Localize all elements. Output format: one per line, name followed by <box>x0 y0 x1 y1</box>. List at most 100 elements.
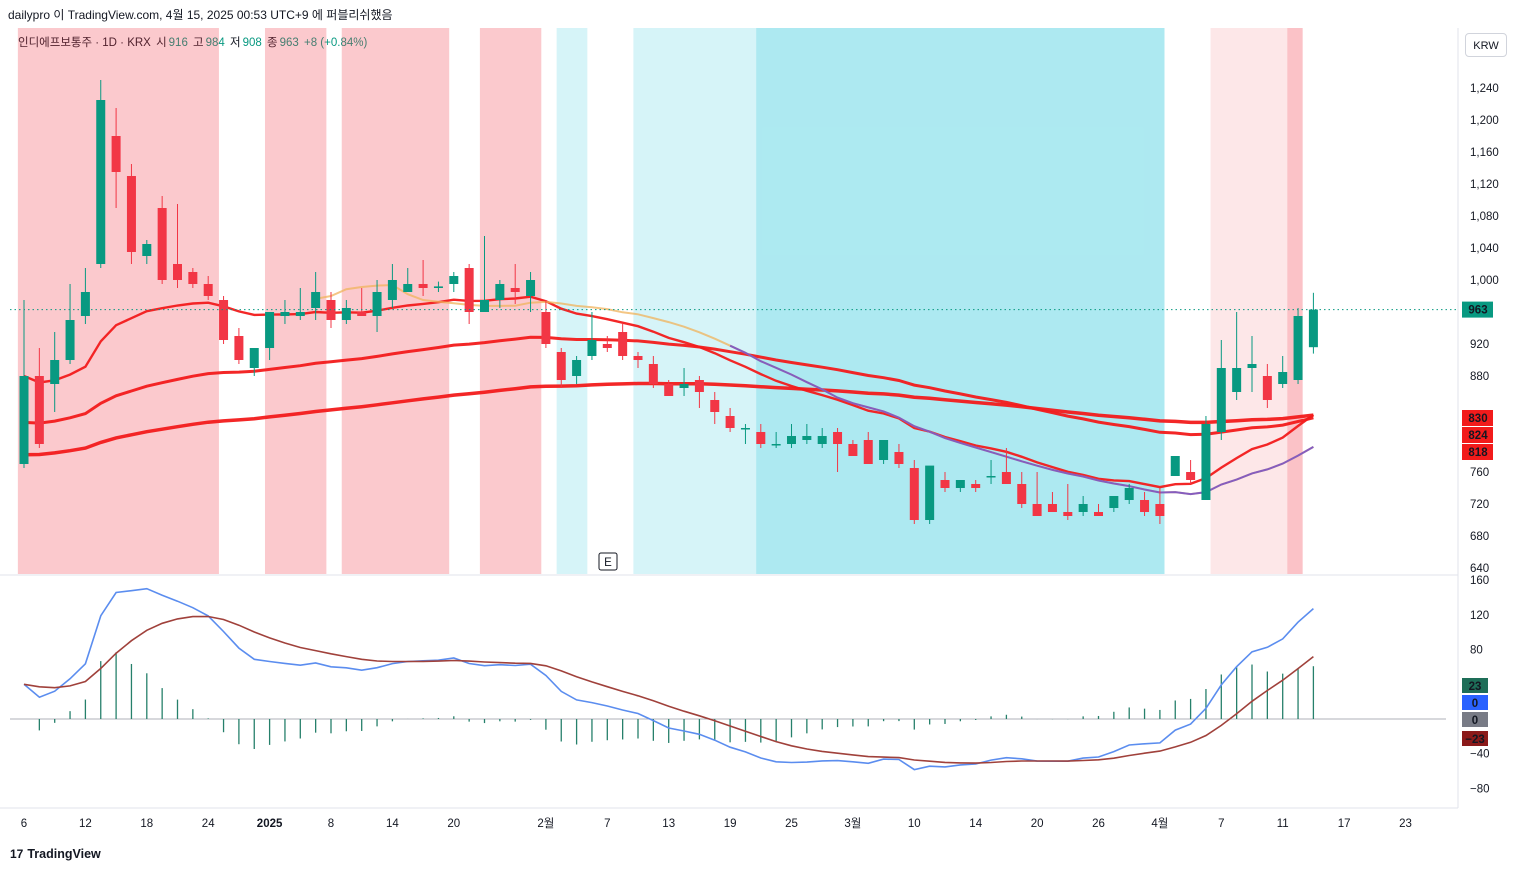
macd-zero-badge-bg <box>1462 712 1488 727</box>
candle <box>495 280 505 308</box>
candle <box>909 460 919 524</box>
candle-body <box>1278 372 1288 384</box>
ma-badge-2-bg <box>1462 427 1493 443</box>
candle <box>925 465 935 524</box>
candle <box>556 348 566 388</box>
candle-body <box>1216 368 1226 432</box>
time-tick-label: 8 <box>328 818 334 830</box>
candle <box>848 440 858 456</box>
candles <box>19 80 1318 524</box>
candle-body <box>1170 456 1180 476</box>
price-tick-label: 1,120 <box>1470 179 1499 191</box>
candle-body <box>219 300 229 340</box>
open-label: 시 <box>156 37 167 49</box>
time-tick-label: 19 <box>724 818 737 830</box>
time-tick-label: 14 <box>969 818 982 830</box>
time-tick-label: 7 <box>604 818 610 830</box>
candle <box>142 240 152 264</box>
candle <box>879 440 889 464</box>
candle <box>464 264 474 324</box>
macd-pane: 160 120 80 −40 −80 23 0 0 −23 <box>10 575 1490 795</box>
candle-body <box>249 348 259 368</box>
candle <box>587 312 597 360</box>
time-tick-label: 2월 <box>537 817 554 830</box>
macd-zero-badge: 0 <box>1462 712 1488 727</box>
time-tick-label: 20 <box>447 818 460 830</box>
candle-body <box>817 436 827 444</box>
macd-line-badge-text: 0 <box>1472 698 1478 710</box>
macd-tick-label: 160 <box>1470 575 1489 587</box>
candle-body <box>1262 376 1272 400</box>
candle-body <box>955 480 965 488</box>
candle-body <box>694 380 704 392</box>
candle-body <box>756 432 766 444</box>
event-marker-box <box>598 552 618 571</box>
price-tick-label: 1,200 <box>1470 115 1499 127</box>
candle <box>403 268 413 292</box>
candle-body <box>403 284 413 292</box>
tradingview-logo[interactable]: 17 TradingView <box>10 847 101 861</box>
tradingview-logo-text: TradingView <box>27 847 101 861</box>
publish-caption: dailypro 이 TradingView.com, 4월 15, 2025 … <box>8 8 393 22</box>
candle-body <box>341 308 351 320</box>
candle <box>618 324 628 360</box>
candle-body <box>372 292 382 316</box>
price-tick-label: 920 <box>1470 339 1489 351</box>
change-value: +8 (+0.84%) <box>304 37 368 49</box>
ma-line-2 <box>23 335 1314 437</box>
symbol-name[interactable]: 인디에프보통주 · 1D · KRX <box>18 37 151 49</box>
low-label: 저 <box>230 37 241 49</box>
candle <box>1094 504 1103 516</box>
low-value: 908 <box>242 37 262 49</box>
ma-badge-1-bg <box>1462 410 1493 426</box>
candle <box>1017 472 1027 508</box>
candle-body <box>495 284 505 300</box>
candle-body <box>1094 512 1103 516</box>
price-tick-label: 1,080 <box>1470 211 1499 223</box>
candle-body <box>633 356 643 360</box>
candle-body <box>986 476 996 478</box>
ma-line-5 <box>729 344 1314 496</box>
candle <box>234 328 244 364</box>
time-tick-label: 2025 <box>257 818 283 830</box>
candle <box>1216 340 1226 440</box>
candle <box>740 424 750 444</box>
candle-body <box>96 100 106 264</box>
earnings-event-marker[interactable]: E <box>598 552 618 571</box>
time-tick-label: 13 <box>662 818 675 830</box>
macd-hist-badge-text: 23 <box>1469 681 1482 693</box>
time-tick-label: 4월 <box>1151 817 1168 830</box>
candle <box>1078 496 1088 516</box>
candle <box>648 356 658 388</box>
macd-line <box>23 587 1314 771</box>
candle <box>449 272 459 292</box>
candle-body <box>1308 309 1318 348</box>
candle-body <box>1001 472 1011 484</box>
candle <box>817 428 827 448</box>
candle <box>1232 312 1242 400</box>
candle <box>771 432 781 448</box>
candle-body <box>1124 488 1134 500</box>
macd-histogram <box>38 652 1315 749</box>
candle-body <box>618 332 628 356</box>
time-tick-label: 18 <box>140 818 153 830</box>
candle-body <box>142 244 152 256</box>
macd-tick-label: −40 <box>1470 749 1490 761</box>
candle <box>940 472 950 492</box>
candle-body <box>295 312 305 316</box>
candle-body <box>1293 316 1303 380</box>
currency-button[interactable]: KRW <box>1465 33 1507 57</box>
price-tick-label: 1,040 <box>1470 243 1499 255</box>
open-value: 916 <box>168 37 188 49</box>
last-price-badge-text: 963 <box>1468 305 1487 317</box>
candle <box>1063 484 1073 520</box>
candle-body <box>710 400 720 412</box>
candle-body <box>648 364 658 384</box>
candle-body <box>19 376 29 464</box>
price-tick-label: 640 <box>1470 563 1489 575</box>
candle <box>34 348 44 448</box>
candle-body <box>771 444 781 446</box>
candle <box>526 272 536 312</box>
candle <box>1155 488 1165 524</box>
